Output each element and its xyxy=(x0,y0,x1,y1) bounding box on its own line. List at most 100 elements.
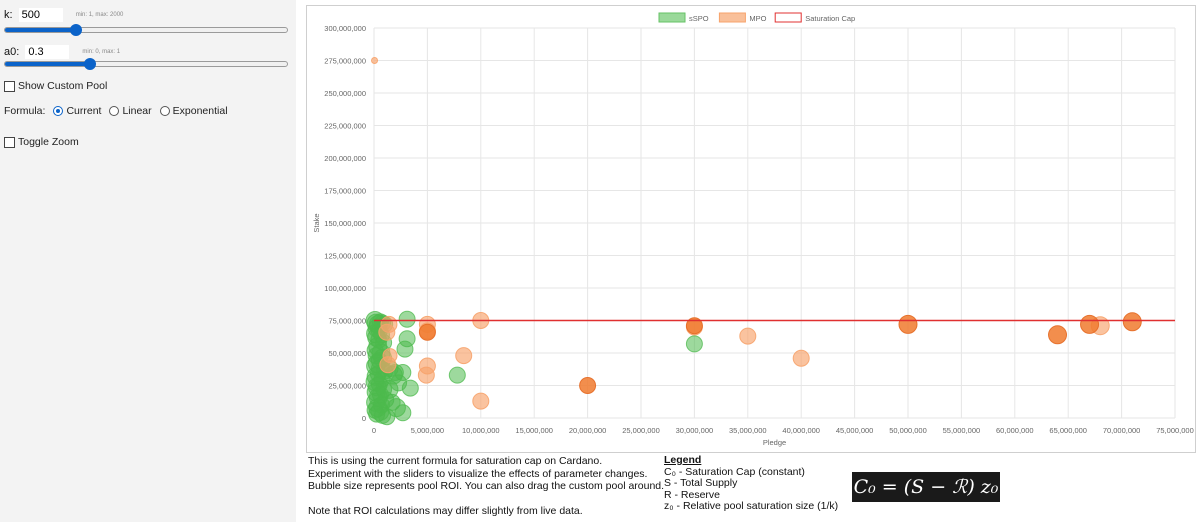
note-line-2: Experiment with the sliders to visualize… xyxy=(308,467,648,480)
formula-legend: Legend C₀ - Saturation Cap (constant) S … xyxy=(664,454,839,513)
x-tick-label: 5,000,000 xyxy=(411,426,444,435)
a0-slider-thumb[interactable] xyxy=(83,58,96,70)
data-point xyxy=(396,340,414,358)
y-tick-label: 100,000,000 xyxy=(324,284,366,293)
data-point xyxy=(1122,312,1142,332)
x-tick-label: 70,000,000 xyxy=(1103,426,1141,435)
data-point xyxy=(398,310,416,328)
legend-s: S - Total Supply xyxy=(664,477,738,489)
formula-label: Formula: xyxy=(4,105,46,117)
data-point xyxy=(418,323,436,341)
note-line-3: Bubble size represents pool ROI. You can… xyxy=(308,480,665,492)
data-point xyxy=(378,323,396,341)
y-tick-label: 0 xyxy=(362,414,366,423)
legend-swatch xyxy=(658,12,686,23)
data-point xyxy=(739,327,757,345)
controls-panel: k: min: 1, max: 2000 a0: min: 0, max: 1 … xyxy=(0,0,296,522)
y-tick-label: 50,000,000 xyxy=(328,349,366,358)
checkbox-box[interactable] xyxy=(4,136,15,148)
x-tick-label: 35,000,000 xyxy=(729,426,767,435)
k-label: k: xyxy=(4,9,13,21)
x-tick-label: 25,000,000 xyxy=(622,426,660,435)
data-point xyxy=(379,356,397,374)
data-point xyxy=(685,335,703,353)
a0-slider-fill xyxy=(5,62,90,66)
scatter-chart[interactable]: 0 25,000,000 50,000,000 75,000,000 100,000,0… xyxy=(306,5,1196,453)
data-point xyxy=(417,366,435,384)
data-point xyxy=(898,314,918,334)
show-custom-pool-label: Show Custom Pool xyxy=(18,80,108,92)
y-tick-label: 25,000,000 xyxy=(328,382,366,391)
y-tick-label: 125,000,000 xyxy=(324,252,366,261)
formula-option-current[interactable]: Current xyxy=(53,105,101,117)
y-tick-label: 300,000,000 xyxy=(324,24,366,33)
legend-z0: z₀ - Relative pool saturation size (1/k) xyxy=(664,500,839,512)
formula-option-exponential[interactable]: Exponential xyxy=(159,105,228,117)
note-line-1: This is using the current formula for sa… xyxy=(308,455,603,467)
x-tick-label: 20,000,000 xyxy=(569,426,607,435)
show-custom-pool-checkbox[interactable]: Show Custom Pool xyxy=(4,80,107,92)
x-axis-title: Pledge xyxy=(763,438,786,447)
data-point xyxy=(792,349,810,367)
a0-control: a0: min: 0, max: 1 xyxy=(4,45,120,59)
data-point xyxy=(394,364,412,381)
x-tick-label: 15,000,000 xyxy=(515,426,553,435)
a0-hint: min: 0, max: 1 xyxy=(82,49,121,56)
k-hint: min: 1, max: 2000 xyxy=(75,12,124,19)
y-tick-label: 75,000,000 xyxy=(328,317,366,326)
x-tick-label: 10,000,000 xyxy=(462,426,500,435)
data-point xyxy=(472,392,490,410)
legend-label: MPO xyxy=(749,14,766,23)
checkbox-box[interactable] xyxy=(4,80,15,92)
data-point xyxy=(394,404,412,422)
k-slider[interactable] xyxy=(4,24,288,36)
legend-c0: C₀ - Saturation Cap (constant) xyxy=(664,465,805,478)
y-tick-label: 200,000,000 xyxy=(324,154,366,163)
legend-swatch xyxy=(718,12,746,23)
y-tick-label: 150,000,000 xyxy=(324,219,366,228)
a0-input[interactable] xyxy=(25,45,70,59)
legend-title: Legend xyxy=(664,454,702,466)
data-point xyxy=(685,317,703,335)
description-notes: This is using the current formula for sa… xyxy=(308,455,664,517)
data-point xyxy=(371,57,379,64)
y-tick-label: 175,000,000 xyxy=(324,187,366,196)
x-tick-label: 30,000,000 xyxy=(676,426,714,435)
x-tick-label: 55,000,000 xyxy=(943,426,981,435)
formula-radio-group: Formula: Current Linear Exponential xyxy=(4,105,228,117)
y-tick-label: 225,000,000 xyxy=(324,122,366,131)
x-tick-label: 40,000,000 xyxy=(782,426,820,435)
a0-label: a0: xyxy=(4,46,20,58)
data-point xyxy=(579,377,597,394)
x-tick-label: 0 xyxy=(372,426,376,435)
k-control: k: min: 1, max: 2000 xyxy=(4,8,123,22)
data-point xyxy=(1048,325,1068,345)
k-slider-thumb[interactable] xyxy=(69,24,82,36)
toggle-zoom-label: Toggle Zoom xyxy=(18,136,79,148)
k-slider-fill xyxy=(5,28,76,32)
legend-label: Saturation Cap xyxy=(805,14,855,23)
formula-display: C₀ = (S − ℛ) z₀ xyxy=(852,472,1000,502)
y-tick-label: 275,000,000 xyxy=(324,57,366,66)
data-point xyxy=(401,379,419,397)
radio-exponential[interactable] xyxy=(159,106,170,116)
toggle-zoom-checkbox[interactable]: Toggle Zoom xyxy=(4,136,79,148)
formula-option-linear[interactable]: Linear xyxy=(109,105,152,117)
a0-slider[interactable] xyxy=(4,58,288,70)
x-tick-label: 75,000,000 xyxy=(1156,426,1194,435)
radio-linear[interactable] xyxy=(109,106,120,116)
chart-canvas[interactable]: 0 25,000,000 50,000,000 75,000,000 100,000,0… xyxy=(307,6,1195,452)
data-point xyxy=(455,347,473,365)
k-input[interactable] xyxy=(18,8,63,22)
x-tick-label: 60,000,000 xyxy=(996,426,1034,435)
x-tick-label: 45,000,000 xyxy=(836,426,874,435)
data-point xyxy=(1080,314,1100,334)
data-point xyxy=(448,366,466,384)
x-tick-label: 50,000,000 xyxy=(889,426,927,435)
legend-r: R - Reserve xyxy=(664,488,721,501)
radio-current[interactable] xyxy=(53,106,64,116)
legend-swatch xyxy=(774,12,802,23)
legend-label: sSPO xyxy=(689,14,709,23)
y-axis-title: Stake xyxy=(312,213,321,232)
note-line-4: Note that ROI calculations may differ sl… xyxy=(308,504,583,517)
